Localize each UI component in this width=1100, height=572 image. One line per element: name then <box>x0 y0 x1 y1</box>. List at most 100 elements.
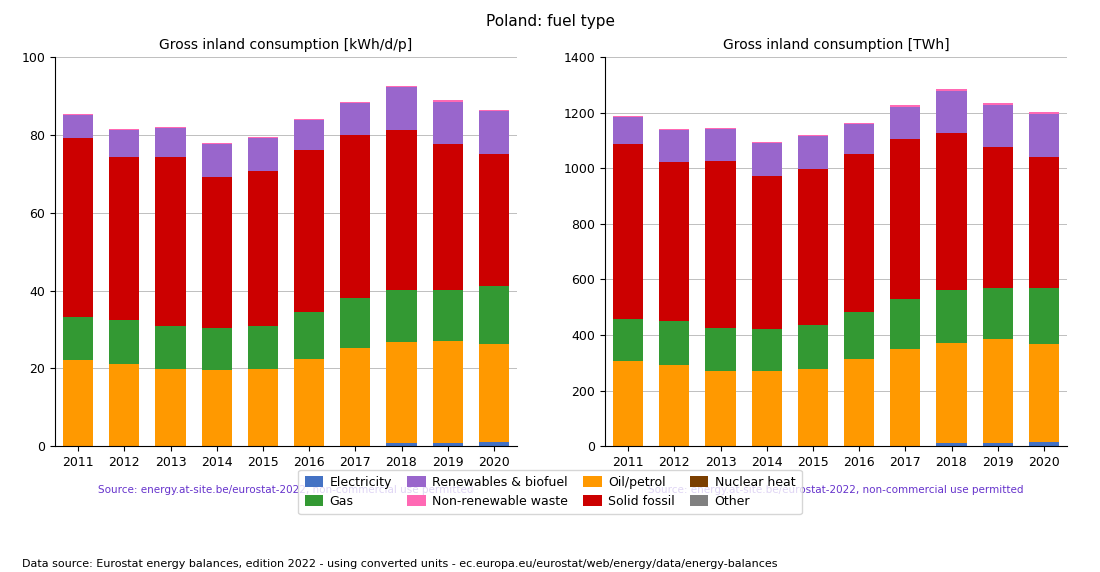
Bar <box>1028 112 1059 114</box>
Bar <box>613 116 644 117</box>
Bar <box>201 143 232 144</box>
Bar <box>982 104 1013 105</box>
Bar <box>109 320 140 364</box>
Bar <box>63 114 94 115</box>
Bar <box>155 369 186 446</box>
Bar <box>659 130 690 162</box>
Bar <box>705 128 736 129</box>
Bar <box>386 86 417 87</box>
Bar <box>705 161 736 328</box>
Bar <box>1028 288 1059 344</box>
Bar <box>613 144 644 319</box>
Bar <box>798 369 828 446</box>
Bar <box>844 123 875 124</box>
Bar <box>109 130 140 157</box>
Bar <box>844 124 875 154</box>
Bar <box>705 129 736 161</box>
Bar <box>155 128 186 157</box>
Bar <box>386 130 417 290</box>
Bar <box>936 89 967 91</box>
Bar <box>936 290 967 343</box>
Bar <box>294 150 324 312</box>
Text: Source: energy.at-site.be/eurostat-2022, non-commercial use permitted: Source: energy.at-site.be/eurostat-2022,… <box>98 485 474 495</box>
Bar <box>63 360 94 446</box>
Bar <box>478 344 509 442</box>
Bar <box>294 120 324 150</box>
Bar <box>432 100 463 102</box>
Bar <box>155 157 186 325</box>
Legend: Electricity, Gas, Renewables & biofuel, Non-renewable waste, Oil/petrol, Solid f: Electricity, Gas, Renewables & biofuel, … <box>298 470 802 514</box>
Bar <box>248 369 278 446</box>
Bar <box>751 329 782 371</box>
Bar <box>248 137 278 138</box>
Bar <box>478 442 509 446</box>
Bar <box>248 138 278 171</box>
Bar <box>386 341 417 443</box>
Title: Gross inland consumption [kWh/d/p]: Gross inland consumption [kWh/d/p] <box>160 38 412 52</box>
Bar <box>1028 157 1059 288</box>
Bar <box>798 169 828 325</box>
Bar <box>478 154 509 287</box>
Bar <box>432 341 463 443</box>
Bar <box>844 154 875 312</box>
Bar <box>478 112 509 154</box>
Bar <box>982 288 1013 339</box>
Bar <box>386 290 417 341</box>
Bar <box>936 343 967 443</box>
Bar <box>201 370 232 446</box>
Bar <box>890 105 921 106</box>
Bar <box>155 325 186 369</box>
Bar <box>751 371 782 446</box>
Bar <box>936 133 967 290</box>
Bar <box>890 106 921 140</box>
Bar <box>432 443 463 446</box>
Bar <box>63 317 94 360</box>
Bar <box>1028 442 1059 446</box>
Bar <box>1028 344 1059 442</box>
Bar <box>109 129 140 130</box>
Title: Gross inland consumption [TWh]: Gross inland consumption [TWh] <box>723 38 949 52</box>
Bar <box>109 364 140 446</box>
Bar <box>340 136 371 298</box>
Bar <box>248 327 278 369</box>
Bar <box>1028 114 1059 157</box>
Bar <box>844 359 875 446</box>
Bar <box>844 312 875 359</box>
Bar <box>432 144 463 290</box>
Bar <box>659 366 690 446</box>
Bar <box>294 359 324 446</box>
Bar <box>386 443 417 446</box>
Bar <box>63 138 94 317</box>
Bar <box>659 129 690 130</box>
Bar <box>432 290 463 341</box>
Bar <box>386 87 417 130</box>
Bar <box>340 348 371 446</box>
Bar <box>109 157 140 320</box>
Bar <box>613 117 644 144</box>
Bar <box>798 135 828 136</box>
Bar <box>982 443 1013 446</box>
Bar <box>982 339 1013 443</box>
Bar <box>294 312 324 359</box>
Bar <box>798 136 828 169</box>
Text: Data source: Eurostat energy balances, edition 2022 - using converted units - ec: Data source: Eurostat energy balances, e… <box>22 559 778 569</box>
Bar <box>478 110 509 112</box>
Bar <box>340 102 371 104</box>
Bar <box>659 321 690 366</box>
Bar <box>613 361 644 446</box>
Bar <box>936 91 967 133</box>
Bar <box>751 176 782 329</box>
Bar <box>478 287 509 344</box>
Bar <box>63 115 94 138</box>
Bar <box>294 119 324 120</box>
Bar <box>659 162 690 321</box>
Bar <box>982 105 1013 147</box>
Bar <box>936 443 967 446</box>
Bar <box>705 371 736 446</box>
Bar <box>340 298 371 348</box>
Bar <box>751 142 782 143</box>
Bar <box>340 104 371 136</box>
Text: Poland: fuel type: Poland: fuel type <box>485 14 615 29</box>
Bar <box>890 300 921 349</box>
Bar <box>201 328 232 370</box>
